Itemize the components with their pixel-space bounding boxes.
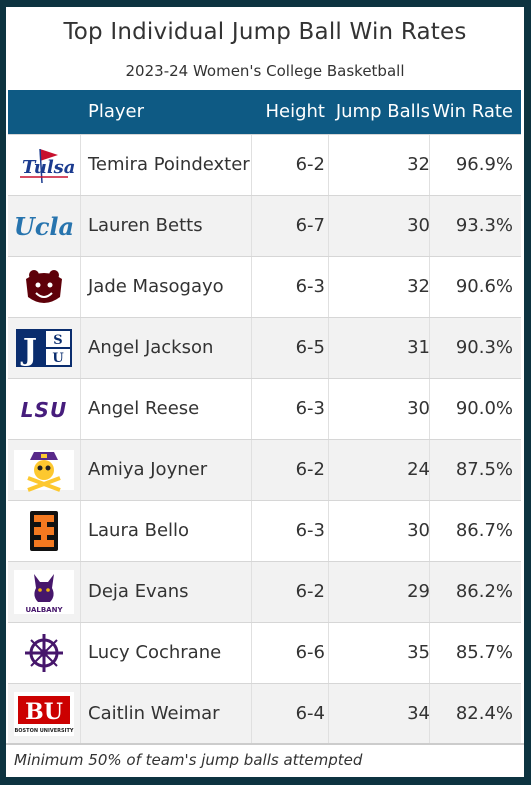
player-height: 6-2 [295, 581, 325, 602]
table-row: Amiya Joyner 6-2 24 87.5% [8, 439, 521, 500]
player-height: 6-2 [295, 459, 325, 480]
table-header: Player Height Jump Balls Win Rate [8, 90, 521, 134]
player-name: Laura Bello [88, 520, 190, 541]
player-name: Lucy Cochrane [88, 642, 222, 663]
player-jump-balls: 30 [407, 398, 430, 419]
idaho-state-logo [12, 509, 76, 553]
svg-text:S: S [53, 333, 62, 348]
player-win-rate: 93.3% [455, 215, 513, 236]
table-card: Top Individual Jump Ball Win Rates 2023-… [6, 7, 524, 777]
jsu-logo: J S U [12, 326, 76, 370]
header-win-rate: Win Rate [432, 101, 513, 122]
svg-text:U: U [52, 351, 64, 366]
player-height: 6-7 [295, 215, 325, 236]
missouri-state-logo [12, 265, 76, 309]
player-name: Jade Masogayo [88, 276, 224, 297]
table-row: BU BOSTON UNIVERSITY Caitlin Weimar 6-4 … [8, 683, 521, 744]
table-row: Jade Masogayo 6-3 32 90.6% [8, 256, 521, 317]
player-name: Amiya Joyner [88, 459, 208, 480]
player-name: Lauren Betts [88, 215, 203, 236]
table-footnote: Minimum 50% of team's jump balls attempt… [6, 743, 524, 779]
header-height: Height [265, 101, 325, 122]
player-name: Caitlin Weimar [88, 703, 220, 724]
svg-text:Tulsa: Tulsa [22, 157, 75, 178]
player-win-rate: 87.5% [455, 459, 513, 480]
player-win-rate: 96.9% [455, 154, 513, 175]
table-title: Top Individual Jump Ball Win Rates [63, 19, 467, 45]
player-name: Deja Evans [88, 581, 189, 602]
header-player: Player [88, 101, 145, 122]
player-jump-balls: 29 [407, 581, 430, 602]
table-row: Laura Bello 6-3 30 86.7% [8, 500, 521, 561]
player-name: Angel Jackson [88, 337, 214, 358]
player-win-rate: 90.0% [455, 398, 513, 419]
player-win-rate: 86.7% [455, 520, 513, 541]
table-row: J S U Angel Jackson 6-5 31 90.3% [8, 317, 521, 378]
footnote-text: Minimum 50% of team's jump balls attempt… [14, 751, 363, 769]
player-win-rate: 82.4% [455, 703, 513, 724]
player-height: 6-3 [295, 276, 325, 297]
svg-text:BU: BU [25, 699, 63, 725]
player-height: 6-6 [295, 642, 325, 663]
table-row: Tulsa Temira Poindexter 6-2 32 96.9% [8, 134, 521, 195]
player-name: Angel Reese [88, 398, 200, 419]
player-win-rate: 90.3% [455, 337, 513, 358]
player-jump-balls: 24 [407, 459, 430, 480]
ecu-logo [12, 448, 76, 492]
player-height: 6-3 [295, 398, 325, 419]
player-jump-balls: 35 [407, 642, 430, 663]
player-jump-balls: 34 [407, 703, 430, 724]
svg-text:Ucla: Ucla [14, 212, 74, 241]
player-height: 6-3 [295, 520, 325, 541]
player-win-rate: 90.6% [455, 276, 513, 297]
ualbany-logo: UALBANY [12, 570, 76, 614]
svg-text:UALBANY: UALBANY [25, 606, 63, 614]
player-win-rate: 85.7% [455, 642, 513, 663]
table-row: UALBANY Deja Evans 6-2 29 86.2% [8, 561, 521, 622]
navy-logo [12, 631, 76, 675]
svg-text:LSU: LSU [21, 398, 67, 422]
player-jump-balls: 32 [407, 154, 430, 175]
boston-university-logo: BU BOSTON UNIVERSITY [12, 692, 76, 736]
player-height: 6-5 [295, 337, 325, 358]
player-jump-balls: 30 [407, 520, 430, 541]
tulsa-logo: Tulsa [12, 143, 76, 187]
player-height: 6-2 [295, 154, 325, 175]
svg-text:J: J [20, 333, 37, 368]
player-jump-balls: 32 [407, 276, 430, 297]
ucla-logo: Ucla [12, 204, 76, 248]
header-jump-balls: Jump Balls [335, 101, 430, 122]
player-jump-balls: 31 [407, 337, 430, 358]
player-jump-balls: 30 [407, 215, 430, 236]
lsu-logo: LSU [12, 387, 76, 431]
rankings-table: Player Height Jump Balls Win Rate Tulsa … [8, 90, 521, 744]
player-name: Temira Poindexter [88, 154, 250, 175]
player-win-rate: 86.2% [455, 581, 513, 602]
table-row: Ucla Lauren Betts 6-7 30 93.3% [8, 195, 521, 256]
table-row: Lucy Cochrane 6-6 35 85.7% [8, 622, 521, 683]
table-subtitle: 2023-24 Women's College Basketball [125, 62, 405, 80]
svg-text:BOSTON UNIVERSITY: BOSTON UNIVERSITY [15, 728, 74, 734]
player-height: 6-4 [295, 703, 325, 724]
table-row: LSU Angel Reese 6-3 30 90.0% [8, 378, 521, 439]
